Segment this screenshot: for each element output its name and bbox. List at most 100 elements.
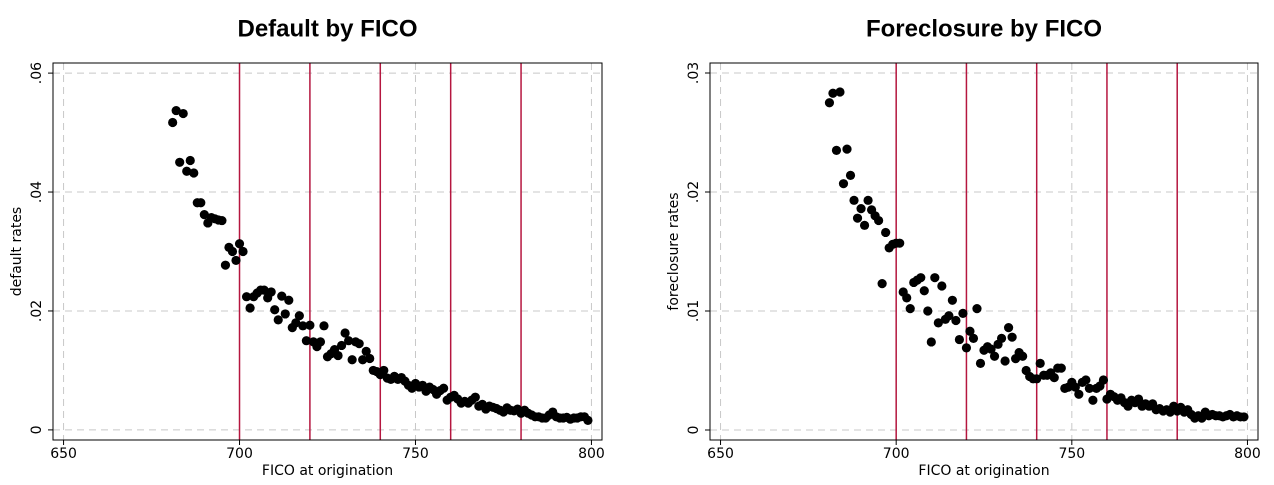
data-point [835,87,845,97]
data-point [838,179,849,189]
data-point [280,309,290,319]
data-point [171,105,181,116]
data-point [231,255,241,266]
data-point [266,287,276,297]
data-point [168,117,178,128]
x-tick-label: 750 [402,446,429,462]
data-point [1133,394,1144,404]
data-point [189,168,199,178]
x-tick-label: 650 [707,446,734,462]
data-point [989,351,1000,361]
chart-panel: 0 .01 .02 .03 650 700 750 800 Foreclosure by FIC… [666,15,1261,479]
data-point [277,291,287,301]
data-point [270,305,280,315]
data-point [852,213,863,223]
x-tick-label: 650 [50,446,77,462]
data-point [182,166,192,176]
data-point [234,239,245,249]
data-point [933,318,943,328]
data-point [916,273,926,283]
plot-border [52,62,603,441]
x-tick-label: 800 [1234,446,1261,462]
data-point [881,227,891,238]
x-tick-label: 700 [226,446,253,462]
data-point [379,365,389,376]
data-point [301,336,311,346]
y-tick-label: .04 [29,181,45,203]
data-point [856,204,866,214]
data-point [340,328,350,338]
data-point [874,215,884,226]
data-point [895,238,905,248]
data-point [1035,358,1045,368]
data-point [1018,351,1028,361]
data-point [220,260,231,270]
x-tick-label: 700 [883,446,910,462]
data-point [1081,375,1091,385]
data-point [259,285,269,295]
y-tick-label: .02 [29,300,45,322]
data-point [859,220,870,230]
data-point [968,333,979,343]
data-point [333,350,343,361]
data-point [583,415,593,425]
data-point [347,355,357,365]
x-axis-title: FICO at origination [262,463,393,479]
data-point [849,195,859,205]
data-point [315,337,326,347]
y-tick-label: 0 [686,426,702,435]
data-point [951,315,961,326]
data-point [926,337,936,347]
data-point [178,108,188,119]
data-point [877,279,887,289]
data-point [238,246,248,257]
data-point [319,321,329,331]
data-point [958,308,968,318]
data-point [824,98,835,108]
data-point [919,286,929,296]
data-point [365,353,375,364]
data-point [1239,412,1249,422]
data-point [344,336,354,346]
data-point [1088,395,1098,405]
y-tick-label: .01 [686,300,702,322]
x-tick-label: 800 [578,446,605,462]
data-point [842,144,852,154]
data-point [336,340,347,351]
data-point [944,311,954,321]
chart-title: Foreclosure by FICO [866,15,1102,42]
data-point [245,303,255,313]
data-point [961,343,972,353]
data-point [828,88,838,98]
data-point [358,355,368,365]
data-point [965,326,975,336]
data-point [1056,363,1066,373]
y-tick-label: 0 [29,425,45,434]
data-point [227,246,238,257]
data-point [863,195,873,205]
x-axis-title: FICO at origination [918,463,1049,479]
data-point [972,304,982,314]
data-point [902,293,912,303]
data-point [1070,382,1080,392]
data-point [1003,323,1014,333]
data-point [831,145,842,155]
data-point [905,304,915,314]
data-point [439,383,449,393]
data-point [298,321,308,331]
data-point [923,306,933,316]
data-point [241,292,252,302]
data-point [1000,356,1010,366]
y-tick-label: .02 [686,181,702,203]
data-point [954,334,965,345]
data-point [975,358,986,368]
data-point [937,281,947,291]
x-tick-label: 750 [1058,446,1085,462]
plot-frame [709,62,1259,441]
y-tick-label: .03 [686,62,702,84]
data-point [284,295,294,305]
data-point [1007,332,1017,342]
y-axis-title: foreclosure rates [666,192,682,310]
data-point [845,170,856,180]
